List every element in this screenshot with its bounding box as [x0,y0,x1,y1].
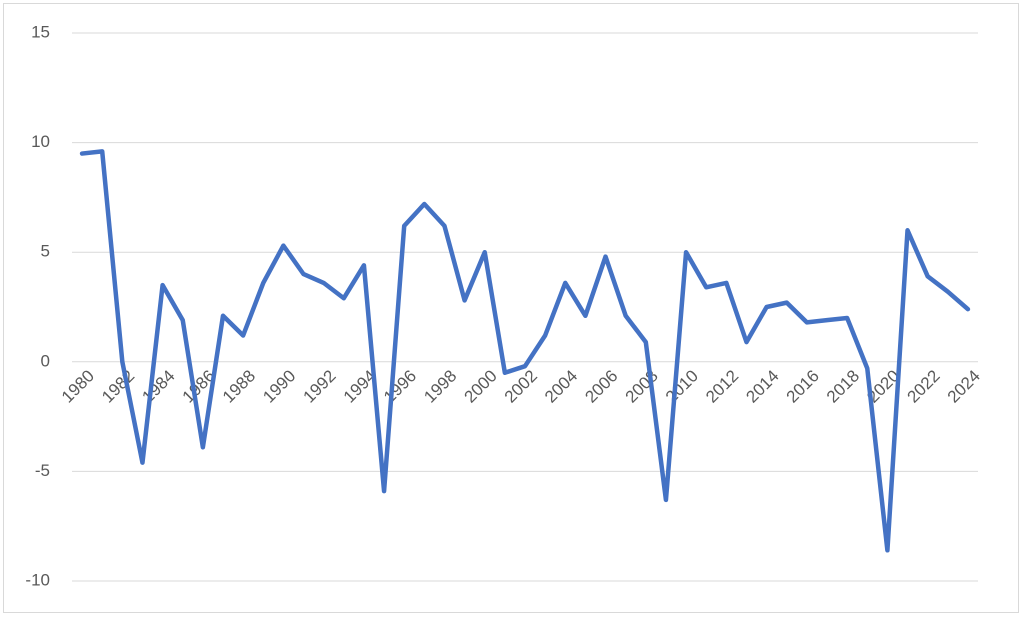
chart-border [3,3,1019,613]
y-tick-label: 0 [41,351,50,370]
y-tick-label: 10 [31,132,50,151]
y-tick-label: 15 [31,22,50,41]
y-tick-label: -5 [35,461,50,480]
y-tick-label: 5 [41,242,50,261]
data-line [79,149,971,553]
y-tick-label: -10 [25,570,50,589]
